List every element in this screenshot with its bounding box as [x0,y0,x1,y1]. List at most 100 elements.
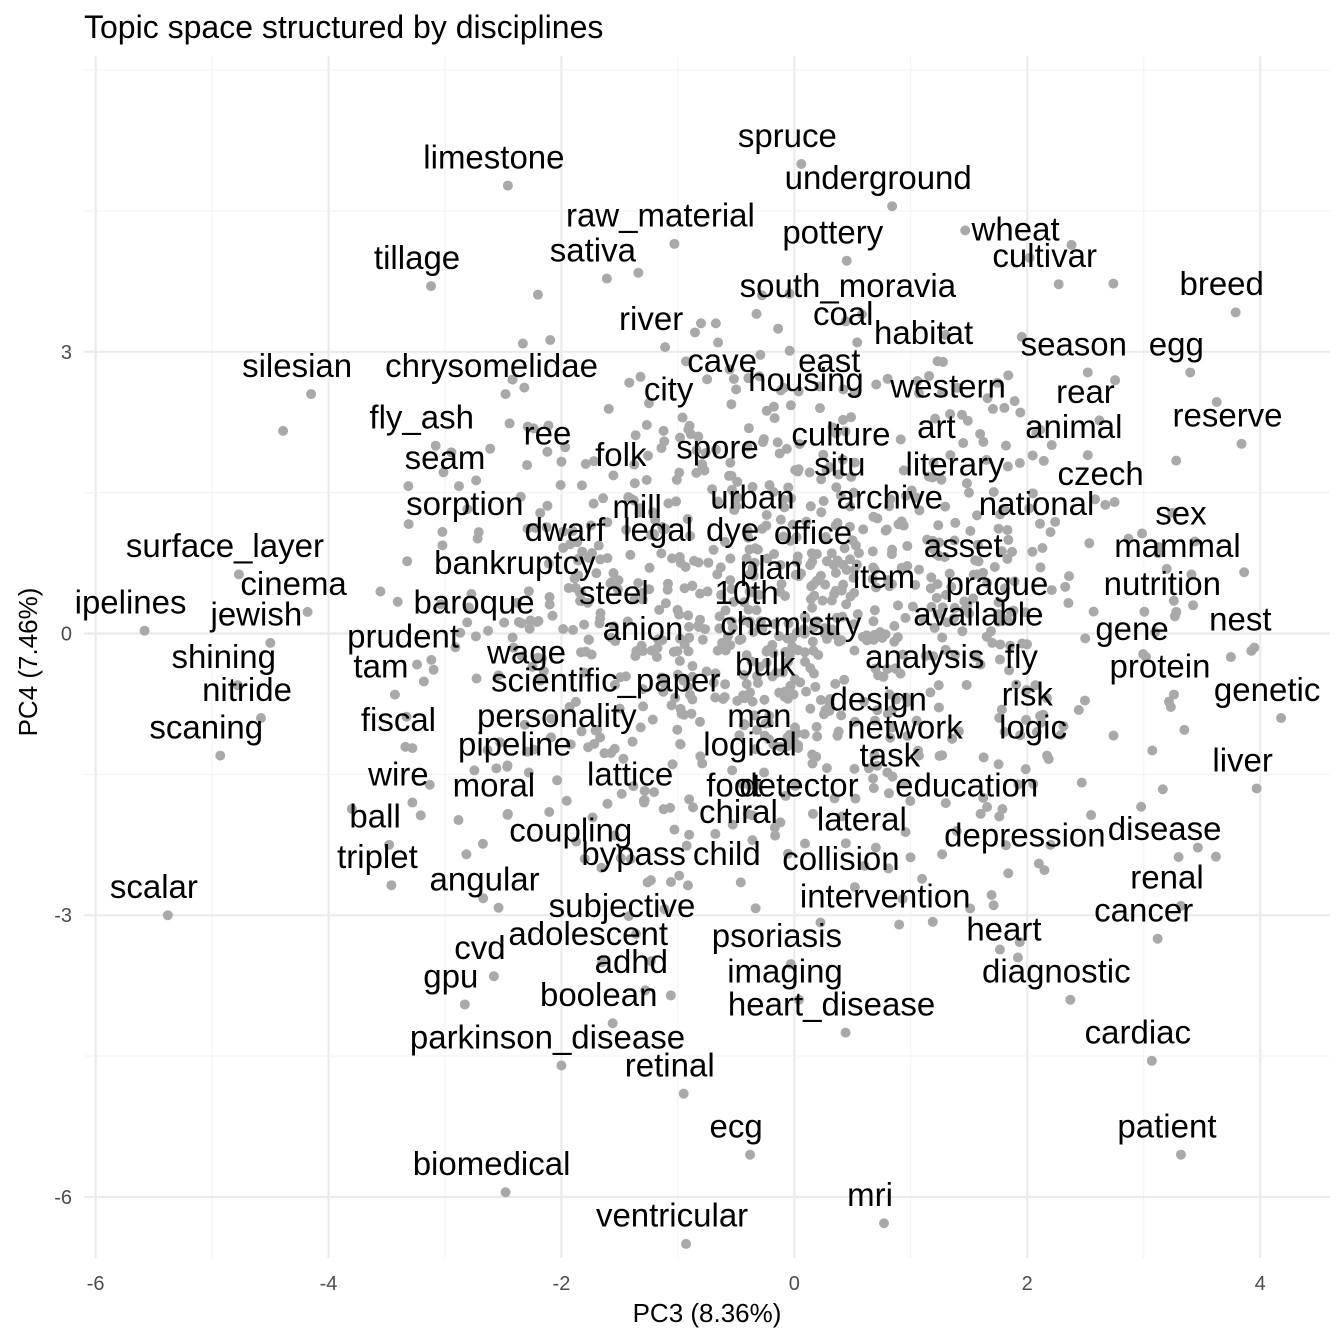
data-point [947,733,958,744]
data-point [801,516,812,527]
data-point [848,572,859,583]
word-label: baroque [414,584,535,621]
data-point [742,441,753,452]
data-point [849,457,860,468]
data-point [609,679,620,690]
data-point [849,882,860,893]
data-point [975,808,986,819]
data-point [784,345,795,356]
word-label: habitat [874,314,973,351]
data-point [927,916,938,927]
data-point [681,1238,692,1249]
word-label: pipeline [458,725,572,762]
data-point [790,780,801,791]
data-point [576,480,587,491]
data-point [1137,528,1148,539]
data-point [671,496,682,507]
data-point [1239,567,1250,578]
data-point [639,785,650,796]
data-point [608,567,619,578]
data-point [1276,713,1287,724]
data-point [785,680,796,691]
data-point [846,471,857,482]
data-point [752,779,763,790]
data-point [761,509,772,520]
word-label: boolean [540,976,657,1013]
data-point [738,720,749,731]
data-point [1065,994,1076,1005]
data-point [1141,652,1152,662]
data-point [835,490,846,501]
data-point [722,631,733,642]
data-point [933,680,944,691]
data-point [1003,615,1014,626]
data-point [975,428,986,439]
data-point [1185,367,1196,378]
data-point [542,500,553,511]
data-point [887,544,898,555]
data-point [752,671,763,682]
data-point [848,619,859,630]
data-point [999,726,1010,737]
data-point [754,661,765,672]
word-label: urban [710,478,794,515]
data-point [702,374,713,385]
word-label: triplet [337,838,418,875]
data-point [710,318,721,329]
data-point [1063,598,1074,609]
data-point [879,1218,890,1229]
data-point [1110,375,1121,386]
data-point [792,551,803,562]
data-point [849,587,860,598]
data-point [1080,633,1091,644]
data-point [738,670,749,681]
chart-title: Topic space structured by disciplines [84,9,603,45]
x-tick-label: -6 [87,1273,105,1295]
data-point [544,592,555,603]
data-point [560,442,571,453]
data-point [1073,704,1084,715]
data-point [1000,840,1011,851]
data-point [265,637,276,648]
word-label: mammal [1114,527,1241,564]
data-point [1088,606,1099,617]
data-point [951,825,962,836]
word-label: 10th [714,574,778,611]
data-point [582,597,593,608]
data-point [656,672,667,683]
data-point [779,502,790,513]
data-point [1002,525,1013,536]
data-point [883,863,894,874]
data-point [710,828,721,839]
grid-layer [84,56,1330,1258]
data-point [821,763,832,774]
data-point [602,517,613,528]
word-label: wire [367,755,429,792]
data-point [412,659,423,670]
data-point [774,687,785,698]
data-point [453,481,464,492]
data-point [768,486,779,497]
data-point [1082,367,1093,378]
data-point [972,569,983,580]
data-point [932,356,943,367]
data-point [462,617,473,628]
data-point [725,553,736,564]
data-point [1012,952,1023,963]
data-point [761,520,772,531]
data-point [1003,868,1014,879]
data-point [493,902,504,913]
data-point [663,498,674,509]
data-point [607,1018,618,1029]
data-point [791,627,802,638]
data-point [629,478,640,489]
data-point [734,635,745,646]
word-label: fly [1005,638,1039,675]
word-label: adolescent [508,915,668,952]
data-point [1108,278,1119,289]
word-label: ball [349,798,400,835]
data-point [392,596,403,607]
data-point [780,590,791,601]
word-label: asset [924,527,1003,564]
data-point [1082,450,1093,461]
